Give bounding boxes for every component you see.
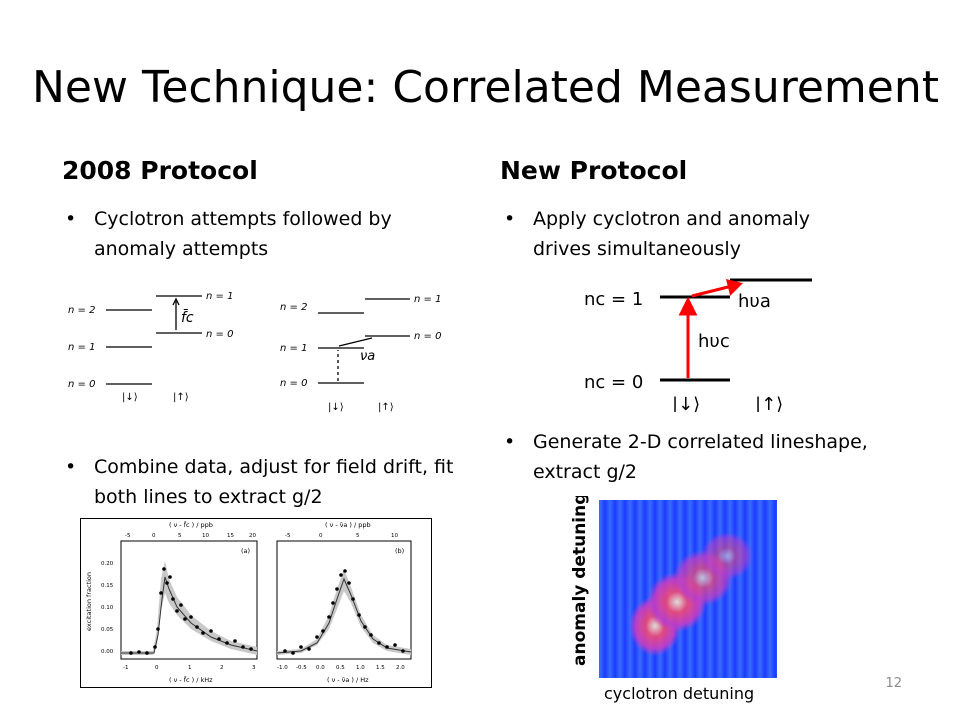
right-bullet-1: • Apply cyclotron and anomaly drives sim… <box>504 204 873 264</box>
level-label-l-n0: n = 0 <box>68 379 95 390</box>
plot-b-top-axis-label: ( ν - ν̄a ) / ppb <box>325 521 371 529</box>
spin-up-label: |↑⟩ <box>173 392 189 403</box>
plot-a-top-tick: -5 <box>125 533 131 539</box>
level-label-r-n2: n = 2 <box>280 302 307 313</box>
spin-down-label: |↓⟩ <box>122 392 138 403</box>
left-column-heading: 2008 Protocol <box>62 156 258 185</box>
level-label-r-r1: n = 1 <box>414 294 441 305</box>
plot-a-bottom-tick: 2 <box>220 665 224 671</box>
left-bullet-2: • Combine data, adjust for field drift, … <box>65 452 454 512</box>
plot-a-top-tick: 5 <box>178 533 182 539</box>
right-bullet-2-text: Generate 2-D correlated lineshape, extra… <box>533 431 868 483</box>
nc0-label: nc = 0 <box>584 372 643 393</box>
bullet-dot: • <box>65 456 77 478</box>
plot-a-y-tick: 0.20 <box>101 561 114 567</box>
plot-a-y-tick: 0.15 <box>101 583 114 589</box>
h-nu-c-label: hυc <box>698 331 730 352</box>
plot-b-top-tick: -5 <box>285 533 291 539</box>
plot-b-bottom-tick: -1.0 <box>277 665 288 671</box>
plot-a-y-tick: 0.00 <box>101 649 114 655</box>
plot-b-bottom-axis-label: ( ν - ν̄a ) / Hz <box>327 676 369 684</box>
level-label-l-n2: n = 2 <box>68 305 95 316</box>
spin-up-label: |↑⟩ <box>755 394 783 412</box>
plot-a-top-tick: 20 <box>249 533 256 539</box>
level-label-l-r0: n = 0 <box>206 329 233 340</box>
level-label-r-n0: n = 0 <box>280 378 307 389</box>
bullet-dot: • <box>504 431 516 453</box>
plot-a-y-tick: 0.05 <box>101 627 114 633</box>
left-bullet-2-text: Combine data, adjust for field drift, fi… <box>94 456 454 508</box>
heatmap-xlabel: cyclotron detuning <box>604 684 755 703</box>
spin-up-label: |↑⟩ <box>378 402 394 413</box>
plot-a-top-axis-label: ( ν - f̄c ) / ppb <box>169 520 213 529</box>
plot-a-top-tick: 15 <box>227 533 234 539</box>
spin-down-label: |↓⟩ <box>328 402 344 413</box>
heatmap-ylabel: anomaly detuning <box>570 496 590 666</box>
plot-a-ylabel: excitation fraction <box>85 572 93 631</box>
plot-b-bottom-tick: 1.5 <box>376 665 385 671</box>
left-bullet-1-text: Cyclotron attempts followed by anomaly a… <box>94 208 392 260</box>
plot-b-bottom-tick: 1.0 <box>356 665 365 671</box>
plot-b-top-tick: 5 <box>356 533 360 539</box>
right-bullet-2: • Generate 2-D correlated lineshape, ext… <box>504 427 873 487</box>
plot-a-y-tick: 0.10 <box>101 605 114 611</box>
plot-a-bottom-tick: -1 <box>123 665 128 671</box>
level-label-l-r1: n = 1 <box>206 291 233 302</box>
diagram-2008: n = 2 n = 1 n = 0 n = 1 n = 0 n = 2 n = … <box>68 291 441 413</box>
slide-number: 12 <box>885 676 902 691</box>
plot-b-bottom-tick: -0.5 <box>296 665 307 671</box>
nua-label: νa <box>360 349 375 364</box>
plot-a-bottom-tick: 0 <box>155 665 159 671</box>
left-bullet-1: • Cyclotron attempts followed by anomaly… <box>65 204 454 264</box>
correlated-heatmap: anomaly detuning <box>570 496 777 678</box>
right-column-heading: New Protocol <box>500 156 688 185</box>
bullet-dot: • <box>504 208 516 230</box>
level-label-l-n1: n = 1 <box>68 342 95 353</box>
plot-b-top-tick: 0 <box>319 533 323 539</box>
plot-b-bottom-tick: 0.0 <box>316 665 325 671</box>
plot-a-bottom-axis-label: ( ν - f̄c ) / kHz <box>169 675 213 684</box>
plot-b-bottom-tick: 2.0 <box>396 665 405 671</box>
spin-down-label: |↓⟩ <box>672 394 700 412</box>
plot-b-top-tick: 10 <box>391 533 398 539</box>
diagram-new: nc = 1 nc = 0 hυa hυc |↓⟩ |↑⟩ <box>584 278 812 412</box>
bullet-dot: • <box>65 208 77 230</box>
fc-label: f̄c <box>181 308 194 326</box>
plot-a-bottom-tick: 3 <box>252 665 256 671</box>
level-label-r-r0: n = 0 <box>414 331 441 342</box>
right-bullet-1-text: Apply cyclotron and anomaly drives simul… <box>533 208 811 260</box>
level-label-r-n1: n = 1 <box>280 343 307 354</box>
plot-a-top-tick: 0 <box>152 533 156 539</box>
plot-a-bottom-tick: 1 <box>188 665 192 671</box>
plots-2008: ( ν - f̄c ) / ppb ( ν - ν̄a ) / ppb ( ν … <box>80 518 432 688</box>
plot-a-top-tick: 10 <box>202 533 209 539</box>
slide-title: New Technique: Correlated Measurement <box>32 62 939 113</box>
plot-b-bottom-tick: 0.5 <box>336 665 345 671</box>
plot-b-panel-label: (b) <box>395 547 404 555</box>
plot-a-panel-label: (a) <box>241 547 250 555</box>
nc1-label: nc = 1 <box>584 289 643 310</box>
h-nu-a-label: hυa <box>738 291 771 312</box>
